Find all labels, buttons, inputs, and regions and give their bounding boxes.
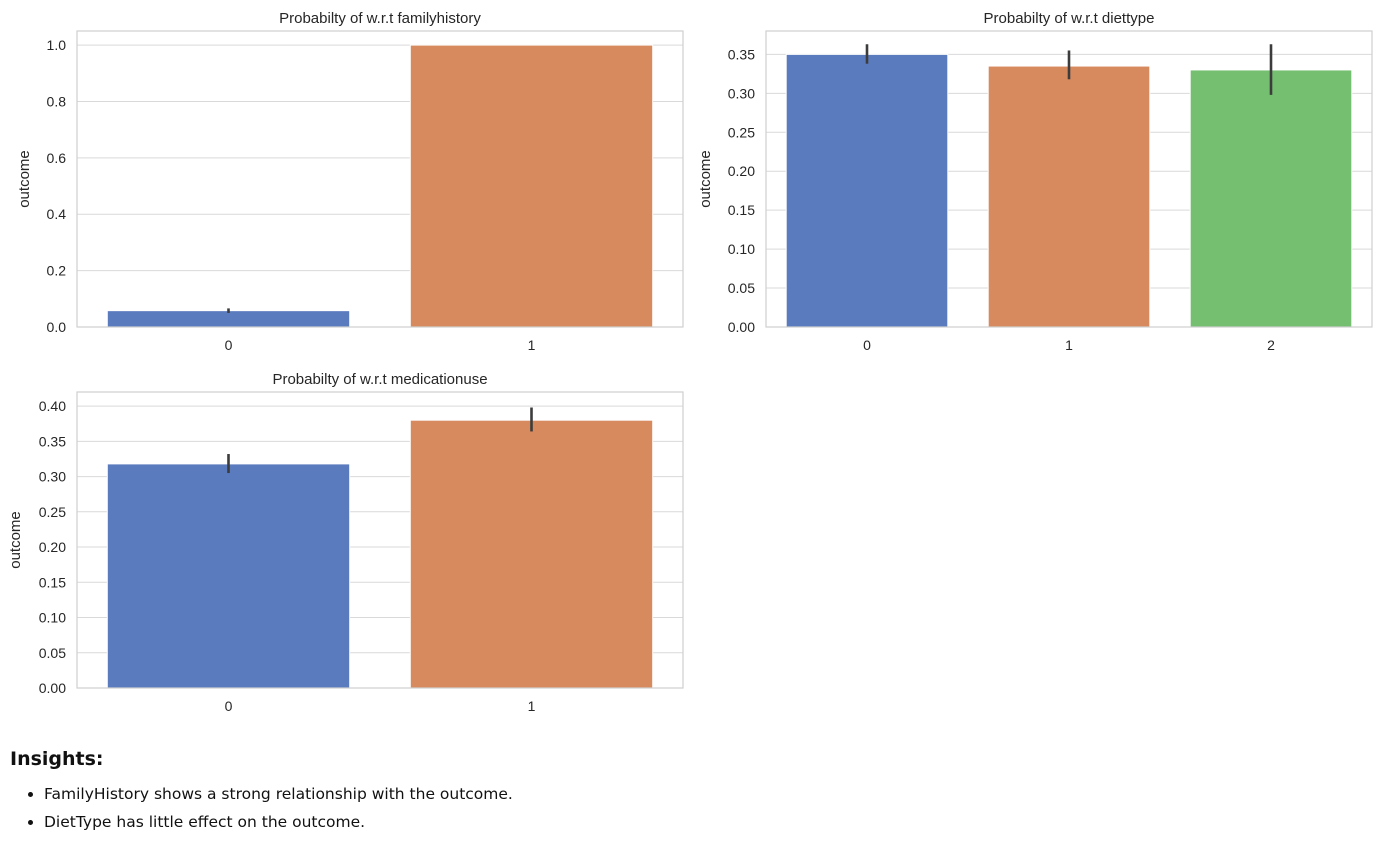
y-tick-label: 0.30 bbox=[39, 469, 66, 485]
x-tick-label: 1 bbox=[528, 698, 536, 714]
bar-0 bbox=[106, 310, 351, 328]
insights-list: FamilyHistory shows a strong relationshi… bbox=[10, 780, 1310, 836]
y-tick-label: 1.0 bbox=[47, 37, 67, 53]
insights-section: Insights: FamilyHistory shows a strong r… bbox=[10, 748, 1310, 836]
y-tick-label: 0.15 bbox=[728, 202, 755, 218]
y-tick-label: 0.15 bbox=[39, 574, 66, 590]
y-tick-label: 0.4 bbox=[47, 206, 67, 222]
chart-title: Probabilty of w.r.t medicationuse bbox=[272, 371, 487, 388]
bar-0 bbox=[785, 53, 949, 328]
y-tick-label: 0.6 bbox=[47, 150, 67, 166]
y-tick-label: 0.30 bbox=[728, 85, 755, 101]
y-tick-label: 0.20 bbox=[39, 539, 66, 555]
chart-panel-0: 0.0 0.2 0.4 0.6 0.8 1.0 0 1 Probabilty of w.r.t … bbox=[16, 10, 684, 353]
chart-panel-2: 0.00 0.05 0.10 0.15 0.20 0.25 0.30 0.35 0.40 0 1 Pr… bbox=[7, 371, 684, 714]
y-tick-label: 0.0 bbox=[47, 319, 67, 335]
x-tick-label: 0 bbox=[863, 337, 871, 353]
y-tick-label: 0.10 bbox=[728, 241, 755, 257]
y-tick-label: 0.40 bbox=[39, 398, 66, 414]
y-tick-label: 0.2 bbox=[47, 263, 67, 279]
y-tick-label: 0.25 bbox=[39, 504, 66, 520]
bar-0 bbox=[106, 463, 351, 689]
y-tick-label: 0.05 bbox=[728, 280, 755, 296]
y-tick-label: 0.35 bbox=[728, 46, 755, 62]
y-tick-label: 0.00 bbox=[39, 680, 66, 696]
axes-frame bbox=[765, 30, 1373, 328]
x-tick-label: 0 bbox=[225, 337, 233, 353]
x-tick-label: 1 bbox=[528, 337, 536, 353]
insights-heading: Insights: bbox=[10, 748, 104, 770]
x-tick-label: 0 bbox=[225, 698, 233, 714]
bar-2 bbox=[1189, 69, 1353, 328]
bar-1 bbox=[409, 44, 654, 328]
insight-item: DietType has little effect on the outcom… bbox=[44, 808, 1310, 836]
y-axis-label: outcome bbox=[16, 150, 33, 208]
axes-frame bbox=[76, 391, 684, 689]
y-tick-label: 0.8 bbox=[47, 93, 67, 109]
y-tick-label: 0.00 bbox=[728, 319, 755, 335]
y-tick-label: 0.10 bbox=[39, 610, 66, 626]
axes-frame bbox=[76, 30, 684, 328]
bar-1 bbox=[409, 419, 654, 689]
y-tick-label: 0.35 bbox=[39, 433, 66, 449]
x-tick-label: 2 bbox=[1267, 337, 1275, 353]
y-tick-label: 0.20 bbox=[728, 163, 755, 179]
chart-title: Probabilty of w.r.t diettype bbox=[984, 10, 1155, 27]
x-tick-label: 1 bbox=[1065, 337, 1073, 353]
chart-panel-1: 0.00 0.05 0.10 0.15 0.20 0.25 0.30 0.35 0 1 2 Proba… bbox=[697, 10, 1373, 353]
insight-item: FamilyHistory shows a strong relationshi… bbox=[44, 780, 1310, 808]
y-tick-label: 0.25 bbox=[728, 124, 755, 140]
y-tick-label: 0.05 bbox=[39, 645, 66, 661]
bar-1 bbox=[987, 65, 1151, 328]
chart-title: Probabilty of w.r.t familyhistory bbox=[279, 10, 481, 27]
y-axis-label: outcome bbox=[7, 511, 24, 569]
y-axis-label: outcome bbox=[697, 150, 714, 208]
charts-figure: 0.0 0.2 0.4 0.6 0.8 1.0 0 1 Probabilty of w.r.t … bbox=[7, 10, 1373, 714]
